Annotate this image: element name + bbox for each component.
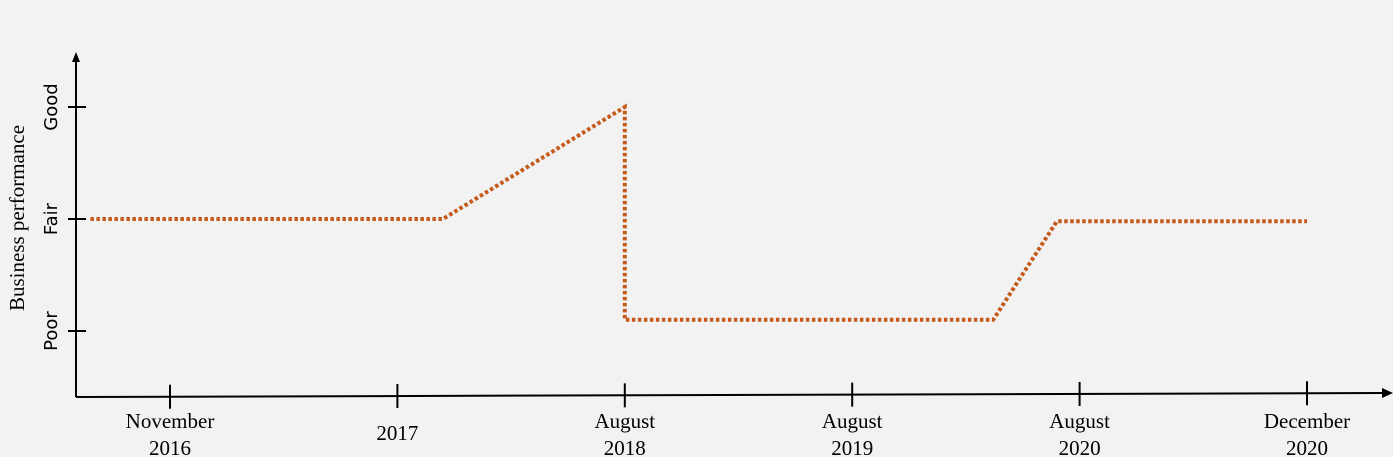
- x-tick-label: August 2019: [822, 409, 883, 457]
- x-tick-label: November 2016: [126, 409, 215, 457]
- x-tick-label: August 2020: [1049, 409, 1110, 457]
- axes: [68, 52, 1393, 409]
- x-tick-label: 2017: [376, 421, 418, 445]
- y-axis-arrow: [72, 52, 80, 62]
- series-layer: [90, 103, 1307, 322]
- x-tick-label: December 2020: [1264, 409, 1350, 457]
- x-axis-line: [75, 392, 1385, 398]
- y-tick-label: Poor: [41, 311, 62, 351]
- labels-layer: Poor Fair Good Business performance November…: [5, 83, 1350, 457]
- series-line: [90, 103, 1307, 322]
- x-axis-arrow: [1382, 388, 1393, 398]
- y-tick-label: Fair: [41, 202, 62, 235]
- x-tick-label: August 2018: [594, 409, 655, 457]
- y-axis-title: Business performance: [5, 125, 29, 311]
- y-tick-label: Good: [41, 83, 62, 130]
